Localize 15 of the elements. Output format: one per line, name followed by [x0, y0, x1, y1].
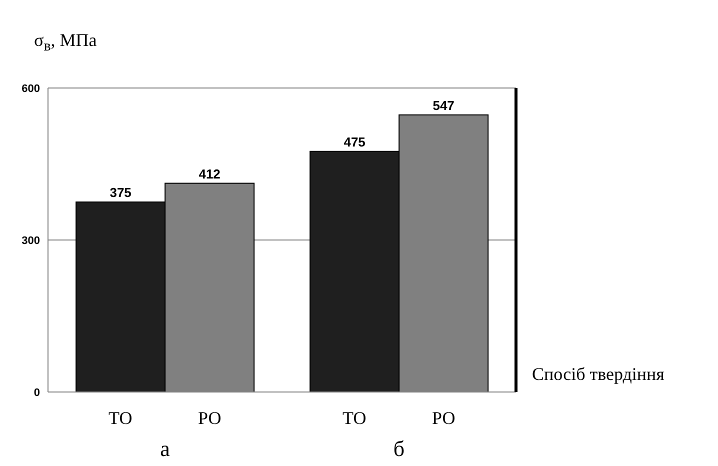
- x-axis-title: Спосіб твердіння: [532, 364, 664, 385]
- y-tick-label: 600: [22, 82, 40, 95]
- text: ТО: [342, 408, 366, 428]
- y-tick-label: 0: [34, 386, 40, 399]
- y-tick-label: 300: [22, 234, 40, 247]
- series-label: ТО: [108, 408, 132, 428]
- data-label: 412: [198, 166, 220, 182]
- data-label: 475: [344, 134, 366, 150]
- series-label: РО: [198, 408, 222, 428]
- data-label: 375: [110, 185, 132, 200]
- data-label: 547: [432, 98, 454, 113]
- text: РО: [432, 408, 456, 428]
- y-axis-title: σ$_{в}$, МПа: [34, 30, 97, 56]
- x-tick-label: а: [160, 436, 170, 461]
- x-tick-label: б: [393, 436, 405, 461]
